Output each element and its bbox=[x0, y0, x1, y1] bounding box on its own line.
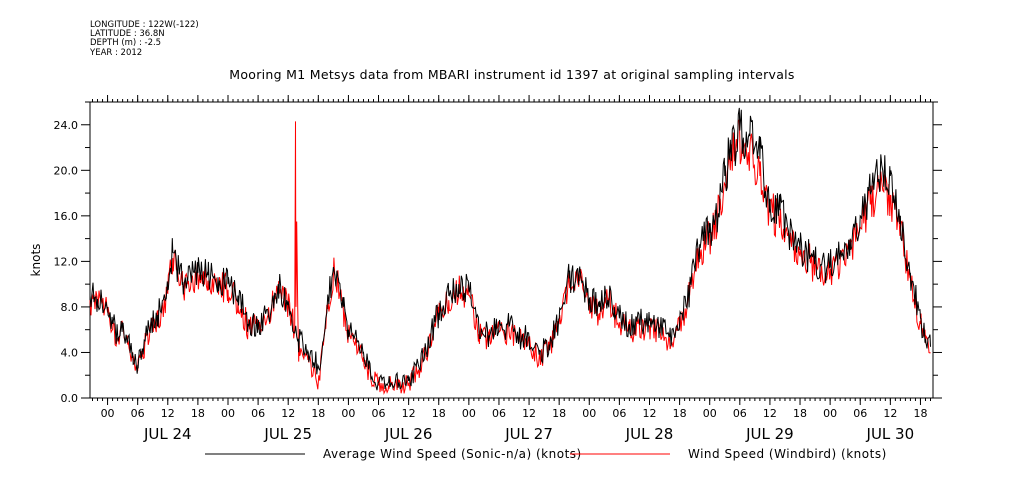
date-label: JUL 27 bbox=[504, 425, 553, 443]
y-axis-label: knots bbox=[29, 244, 43, 277]
x-tick-label: 00 bbox=[703, 407, 717, 420]
date-label: JUL 30 bbox=[866, 425, 915, 443]
y-tick-label: 12.0 bbox=[54, 255, 79, 268]
x-tick-label: 18 bbox=[913, 407, 927, 420]
latitude-label: LATITUDE : 36.8N bbox=[90, 29, 165, 40]
x-tick-label: 00 bbox=[221, 407, 235, 420]
x-tick-label: 06 bbox=[612, 407, 626, 420]
x-tick-label: 18 bbox=[311, 407, 325, 420]
x-tick-label: 18 bbox=[793, 407, 807, 420]
date-label: JUL 24 bbox=[143, 425, 192, 443]
axes-layer: 00 06 12 18 00 06 12 18 00 06 12 18 00 06 12 18 00 06 12 18… bbox=[54, 95, 942, 443]
x-tick-label: 00 bbox=[582, 407, 596, 420]
x-tick-label: 00 bbox=[462, 407, 476, 420]
x-tick-label: 06 bbox=[251, 407, 265, 420]
depth-label: DEPTH (m) : -2.5 bbox=[90, 38, 162, 49]
date-label: JUL 25 bbox=[263, 425, 312, 443]
legend: Average Wind Speed (Sonic-n/a) (knots) W… bbox=[205, 447, 887, 461]
plot-frame bbox=[89, 101, 934, 399]
date-label: JUL 28 bbox=[625, 425, 674, 443]
x-tick-label: 18 bbox=[673, 407, 687, 420]
y-tick-label: 4.0 bbox=[61, 346, 79, 359]
x-tick-label: 12 bbox=[763, 407, 777, 420]
date-label: JUL 29 bbox=[745, 425, 794, 443]
y-tick-label: 20.0 bbox=[54, 164, 79, 177]
x-tick-label: 12 bbox=[522, 407, 536, 420]
longitude-label: LONGITUDE : 122W(-122) bbox=[90, 20, 199, 30]
x-tick-label: 00 bbox=[341, 407, 355, 420]
x-tick-label: 12 bbox=[161, 407, 175, 420]
metadata-block: LONGITUDE : 122W(-122) LATITUDE : 36.8N … bbox=[90, 20, 199, 58]
x-tick-label: 06 bbox=[853, 407, 867, 420]
y-tick-label: 16.0 bbox=[54, 210, 79, 223]
legend-label-windbird: Wind Speed (Windbird) (knots) bbox=[688, 447, 887, 461]
x-tick-label: 12 bbox=[281, 407, 295, 420]
x-tick-label: 00 bbox=[823, 407, 837, 420]
x-tick-label: 06 bbox=[131, 407, 145, 420]
legend-label-sonic: Average Wind Speed (Sonic-n/a) (knots) bbox=[323, 447, 582, 461]
y-tick-label: 8.0 bbox=[61, 301, 79, 314]
x-tick-label: 18 bbox=[191, 407, 205, 420]
series-sonic-line bbox=[89, 107, 931, 391]
chart-title: Mooring M1 Metsys data from MBARI instru… bbox=[229, 67, 795, 82]
x-tick-label: 18 bbox=[552, 407, 566, 420]
x-tick-label: 12 bbox=[402, 407, 416, 420]
x-tick-label: 12 bbox=[642, 407, 656, 420]
x-tick-label: 06 bbox=[492, 407, 506, 420]
year-label: YEAR : 2012 bbox=[90, 47, 143, 58]
x-tick-label: 12 bbox=[883, 407, 897, 420]
x-tick-label: 06 bbox=[372, 407, 386, 420]
x-tick-label: 18 bbox=[432, 407, 446, 420]
date-label: JUL 26 bbox=[384, 425, 433, 443]
y-tick-label: 0.0 bbox=[61, 392, 79, 405]
x-tick-label: 00 bbox=[101, 407, 115, 420]
x-tick-label: 06 bbox=[733, 407, 747, 420]
series-layer bbox=[89, 107, 931, 396]
y-tick-label: 24.0 bbox=[54, 119, 79, 132]
